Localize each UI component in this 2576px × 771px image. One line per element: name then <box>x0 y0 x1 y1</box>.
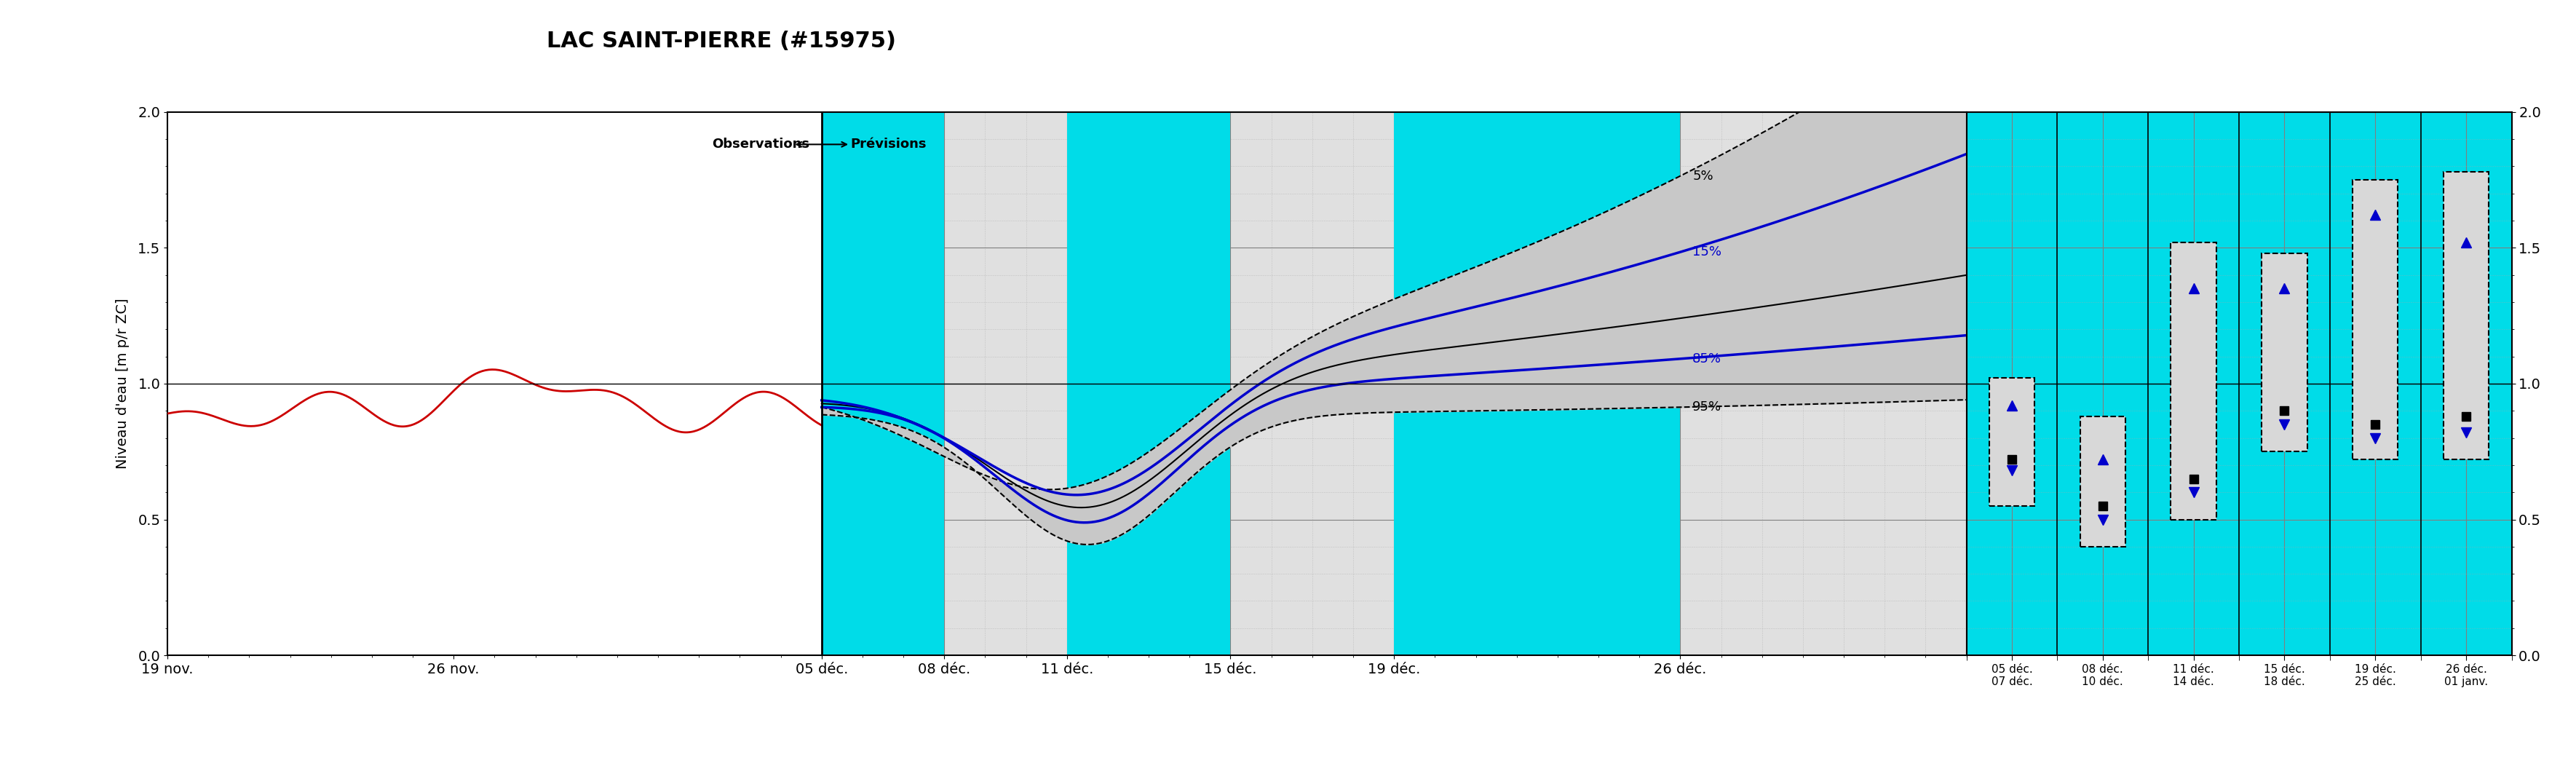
Bar <box>822 112 945 655</box>
Text: Observations: Observations <box>711 138 809 151</box>
Bar <box>1066 112 1231 655</box>
Bar <box>2445 172 2488 460</box>
Bar <box>167 112 822 655</box>
Bar <box>1989 378 2035 506</box>
Bar <box>2079 416 2125 547</box>
Text: 95%: 95% <box>1692 401 1721 414</box>
Text: LAC SAINT-PIERRE (#15975): LAC SAINT-PIERRE (#15975) <box>546 31 896 52</box>
Bar <box>1394 112 1680 655</box>
Text: Prévisions: Prévisions <box>850 138 927 151</box>
Bar <box>2172 242 2215 520</box>
Text: 85%: 85% <box>1692 352 1721 365</box>
Text: 15%: 15% <box>1692 246 1721 259</box>
Bar <box>2262 253 2308 452</box>
Text: 5%: 5% <box>1692 170 1713 183</box>
Bar <box>2352 180 2398 460</box>
Y-axis label: Niveau d'eau [m p/r ZC]: Niveau d'eau [m p/r ZC] <box>116 298 129 469</box>
Bar <box>822 112 1965 655</box>
